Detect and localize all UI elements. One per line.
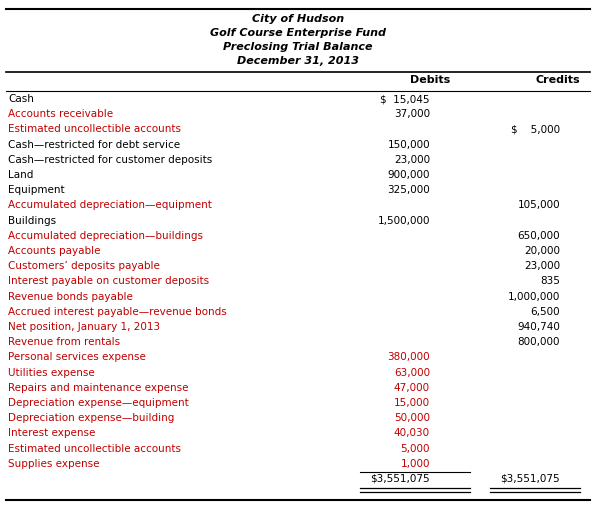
Text: Preclosing Trial Balance: Preclosing Trial Balance <box>224 42 372 52</box>
Text: Accounts receivable: Accounts receivable <box>8 109 113 119</box>
Text: Revenue from rentals: Revenue from rentals <box>8 337 120 347</box>
Text: $  15,045: $ 15,045 <box>380 94 430 104</box>
Text: Land: Land <box>8 170 33 180</box>
Text: Accumulated depreciation—equipment: Accumulated depreciation—equipment <box>8 201 212 211</box>
Text: Accounts payable: Accounts payable <box>8 246 101 256</box>
Text: Buildings: Buildings <box>8 216 56 226</box>
Text: Golf Course Enterprise Fund: Golf Course Enterprise Fund <box>210 28 386 38</box>
Text: 900,000: 900,000 <box>387 170 430 180</box>
Text: 15,000: 15,000 <box>394 398 430 408</box>
Text: 650,000: 650,000 <box>517 231 560 241</box>
Text: Depreciation expense—building: Depreciation expense—building <box>8 413 175 423</box>
Text: 23,000: 23,000 <box>394 155 430 165</box>
Text: 835: 835 <box>540 276 560 287</box>
Text: Credits: Credits <box>536 75 581 85</box>
Text: $    5,000: $ 5,000 <box>511 124 560 134</box>
Text: Estimated uncollectible accounts: Estimated uncollectible accounts <box>8 124 181 134</box>
Text: Accrued interest payable—revenue bonds: Accrued interest payable—revenue bonds <box>8 307 226 317</box>
Text: 20,000: 20,000 <box>524 246 560 256</box>
Text: $3,551,075: $3,551,075 <box>501 474 560 484</box>
Text: 50,000: 50,000 <box>394 413 430 423</box>
Text: 325,000: 325,000 <box>387 185 430 195</box>
Text: Estimated uncollectible accounts: Estimated uncollectible accounts <box>8 444 181 454</box>
Text: Revenue bonds payable: Revenue bonds payable <box>8 291 133 301</box>
Text: 150,000: 150,000 <box>387 140 430 150</box>
Text: 105,000: 105,000 <box>517 201 560 211</box>
Text: City of Hudson: City of Hudson <box>252 14 344 24</box>
Text: Repairs and maintenance expense: Repairs and maintenance expense <box>8 383 188 393</box>
Text: Net position, January 1, 2013: Net position, January 1, 2013 <box>8 322 160 332</box>
Text: Cash: Cash <box>8 94 34 104</box>
Text: 63,000: 63,000 <box>394 368 430 377</box>
Text: 1,000,000: 1,000,000 <box>508 291 560 301</box>
Text: Utilities expense: Utilities expense <box>8 368 95 377</box>
Text: 1,500,000: 1,500,000 <box>377 216 430 226</box>
Text: Supplies expense: Supplies expense <box>8 459 100 469</box>
Text: Interest payable on customer deposits: Interest payable on customer deposits <box>8 276 209 287</box>
Text: 37,000: 37,000 <box>394 109 430 119</box>
Text: Debits: Debits <box>410 75 450 85</box>
Text: 380,000: 380,000 <box>387 352 430 362</box>
Text: 6,500: 6,500 <box>530 307 560 317</box>
Text: 40,030: 40,030 <box>394 428 430 438</box>
Text: 5,000: 5,000 <box>401 444 430 454</box>
Text: 940,740: 940,740 <box>517 322 560 332</box>
Text: 23,000: 23,000 <box>524 261 560 271</box>
Text: Personal services expense: Personal services expense <box>8 352 146 362</box>
Text: December 31, 2013: December 31, 2013 <box>237 56 359 66</box>
Text: Customers’ deposits payable: Customers’ deposits payable <box>8 261 160 271</box>
Text: 47,000: 47,000 <box>394 383 430 393</box>
Text: Equipment: Equipment <box>8 185 64 195</box>
Text: Cash—restricted for debt service: Cash—restricted for debt service <box>8 140 180 150</box>
Text: 800,000: 800,000 <box>517 337 560 347</box>
Text: Interest expense: Interest expense <box>8 428 95 438</box>
Text: 1,000: 1,000 <box>401 459 430 469</box>
Text: Depreciation expense—equipment: Depreciation expense—equipment <box>8 398 189 408</box>
Text: Accumulated depreciation—buildings: Accumulated depreciation—buildings <box>8 231 203 241</box>
Text: $3,551,075: $3,551,075 <box>370 474 430 484</box>
Text: Cash—restricted for customer deposits: Cash—restricted for customer deposits <box>8 155 212 165</box>
